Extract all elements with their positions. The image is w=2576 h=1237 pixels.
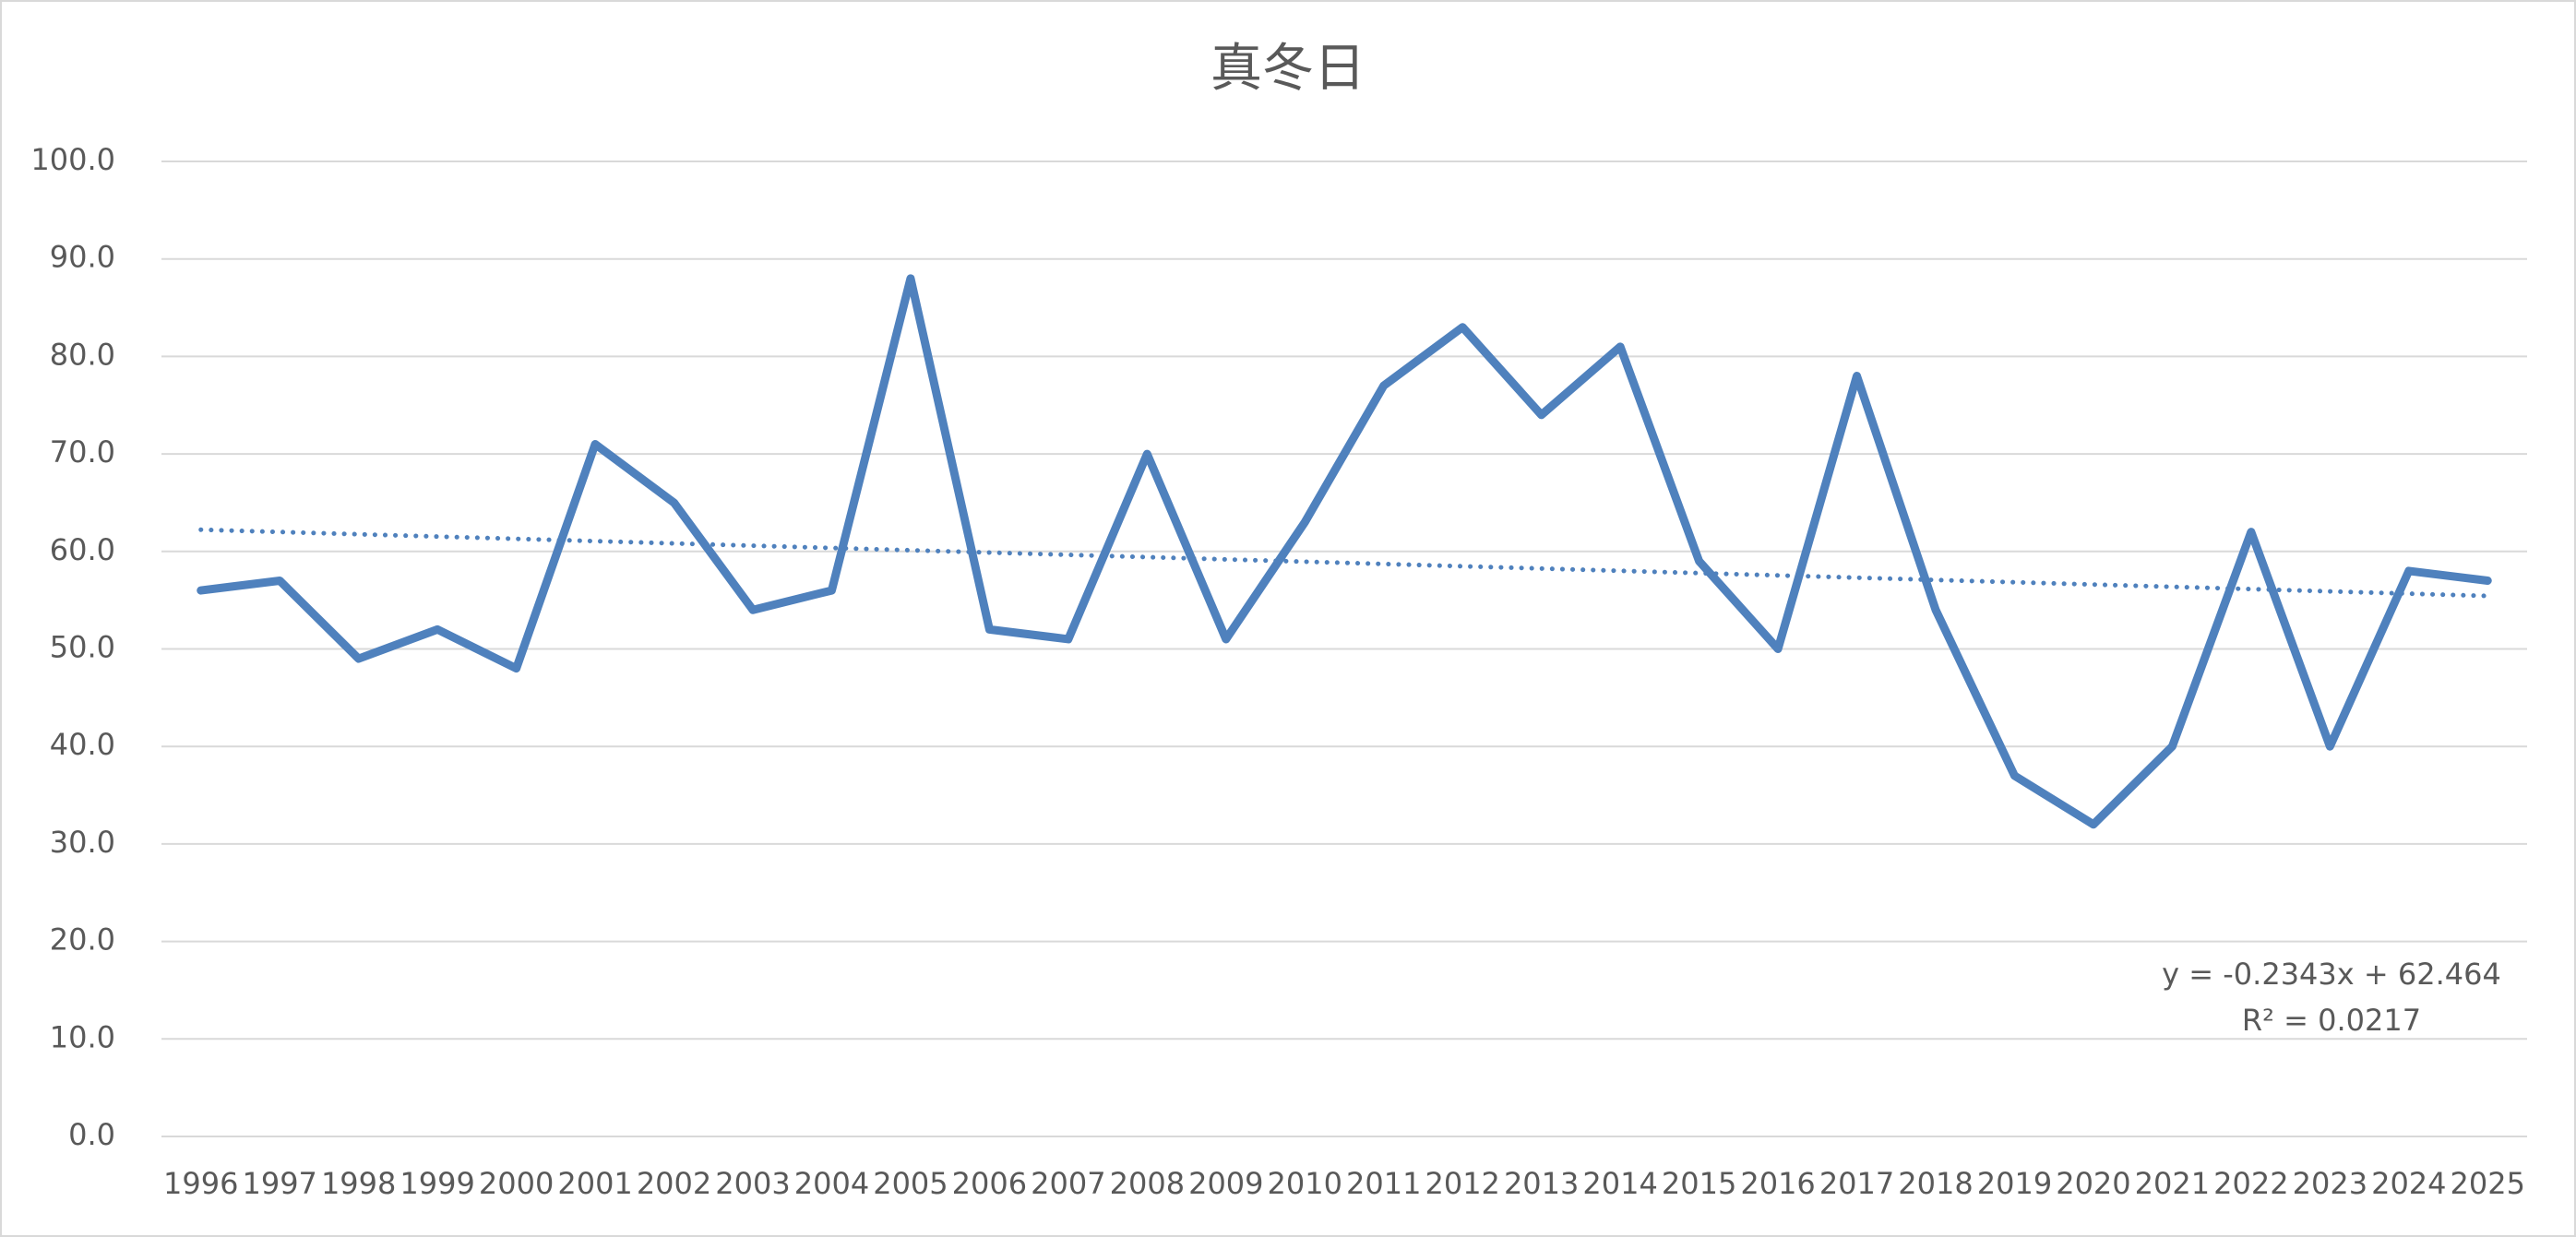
x-tick-label: 2005 (873, 1166, 948, 1201)
x-tick-label: 2004 (794, 1166, 869, 1201)
x-tick-label: 2015 (1662, 1166, 1736, 1201)
x-tick-label: 2017 (1819, 1166, 1894, 1201)
x-tick-label: 2012 (1425, 1166, 1499, 1201)
y-tick-label: 80.0 (50, 337, 115, 372)
x-tick-label: 2001 (557, 1166, 632, 1201)
x-tick-label: 2006 (952, 1166, 1027, 1201)
x-tick-label: 2018 (1898, 1166, 1973, 1201)
x-tick-label: 2013 (1504, 1166, 1579, 1201)
trendline-r2: R² = 0.0217 (2242, 1003, 2421, 1038)
x-tick-label: 2007 (1031, 1166, 1105, 1201)
x-tick-label: 2003 (715, 1166, 790, 1201)
x-tick-label: 2023 (2293, 1166, 2367, 1201)
data-line (197, 274, 2492, 829)
x-tick-label: 1999 (400, 1166, 474, 1201)
y-tick-label: 30.0 (50, 825, 115, 860)
x-tick-label: 2016 (1740, 1166, 1815, 1201)
trendline-equation: y = -0.2343x + 62.464 (2162, 957, 2501, 992)
x-tick-label: 2020 (2056, 1166, 2130, 1201)
x-tick-label: 2009 (1188, 1166, 1263, 1201)
x-tick-label: 2002 (637, 1166, 711, 1201)
x-tick-label: 2022 (2213, 1166, 2288, 1201)
x-tick-label: 2019 (1977, 1166, 2052, 1201)
y-tick-label: 40.0 (50, 727, 115, 762)
x-tick-label: 1996 (163, 1166, 238, 1201)
y-tick-label: 90.0 (50, 240, 115, 275)
x-tick-label: 2008 (1110, 1166, 1185, 1201)
x-tick-label: 2010 (1268, 1166, 1342, 1201)
trendline (198, 527, 2490, 599)
x-tick-label: 1998 (321, 1166, 396, 1201)
x-tick-label: 2024 (2371, 1166, 2446, 1201)
x-tick-label: 2021 (2135, 1166, 2210, 1201)
y-tick-label: 70.0 (50, 434, 115, 470)
x-tick-label: 2014 (1582, 1166, 1657, 1201)
x-tick-label: 1997 (242, 1166, 316, 1201)
x-tick-label: 2000 (479, 1166, 554, 1201)
chart-title: 真冬日 (1210, 39, 1366, 99)
x-tick-label: 2025 (2451, 1166, 2525, 1201)
y-tick-label: 10.0 (50, 1019, 115, 1054)
y-tick-label: 100.0 (30, 142, 115, 177)
y-tick-label: 0.0 (68, 1117, 115, 1152)
x-tick-label: 2011 (1346, 1166, 1421, 1201)
y-tick-label: 20.0 (50, 922, 115, 957)
y-tick-label: 50.0 (50, 630, 115, 665)
y-tick-label: 60.0 (50, 532, 115, 567)
